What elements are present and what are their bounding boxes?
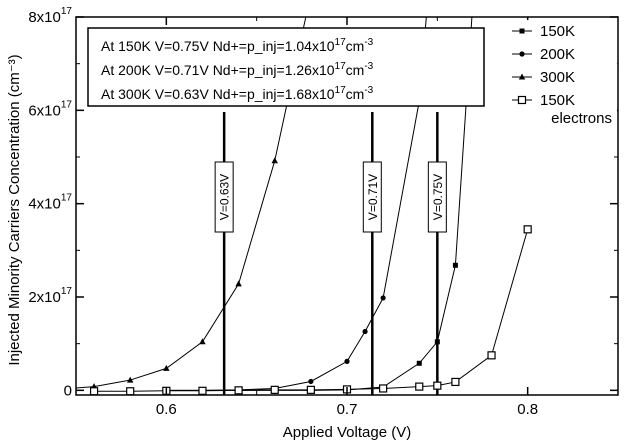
vertical-marker-label: V=0.71V (366, 174, 380, 220)
data-point-triangle (163, 364, 170, 371)
y-tick-label: 8x1017 (28, 6, 72, 26)
data-point-triangle (271, 157, 278, 164)
vertical-marker-label: V=0.75V (431, 174, 445, 220)
vertical-marker-box (427, 161, 447, 233)
data-point-square (416, 360, 422, 366)
data-point-circle (519, 51, 525, 57)
data-point-circle (380, 295, 386, 301)
data-point-open-square (451, 377, 460, 387)
legend-label: 200K (540, 46, 575, 63)
data-point-square (434, 339, 440, 345)
legend-entry: 300K (512, 69, 575, 86)
data-point-square (452, 262, 458, 268)
legend-label: 150K (540, 92, 575, 109)
data-point-circle (308, 378, 314, 385)
x-tick-label: 0.7 (337, 401, 358, 418)
data-point-circle (362, 328, 368, 335)
series-line (94, 229, 529, 392)
vertical-marker-box (214, 161, 234, 233)
data-point-open-square (270, 385, 279, 394)
vertical-marker-box (362, 161, 382, 233)
data-point-open-square (126, 387, 135, 395)
data-point-square (519, 28, 525, 34)
data-point-open-square (198, 386, 207, 395)
data-point-open-square (517, 95, 527, 105)
annotation-line: At 150K V=0.75V Nd+=p_inj=1.04x1017cm-3 (101, 37, 374, 54)
data-point-open-square (306, 385, 315, 394)
data-point-open-square (415, 382, 424, 391)
data-point-circle (344, 358, 350, 364)
y-tick-label: 4x1017 (28, 193, 72, 213)
legend-label-continued: electrons (551, 110, 612, 127)
legend-label: 300K (540, 69, 575, 86)
data-point-triangle (235, 280, 242, 287)
vertical-marker-layer: V=0.63V V=0.71V V=0.75V (214, 112, 447, 395)
vertical-marker-label: V=0.63V (218, 174, 232, 220)
data-point-open-square (234, 386, 243, 395)
legend-entry: 200K (512, 46, 575, 63)
data-point-open-square (487, 351, 496, 360)
legend-label: 150K (540, 23, 575, 40)
series-line (76, 17, 307, 389)
data-point-triangle (127, 376, 134, 383)
series-150k-electrons (89, 225, 532, 395)
annotation-box: At 150K V=0.75V Nd+=p_inj=1.04x1017cm-3 A… (87, 27, 485, 107)
annotation-line: At 300K V=0.63V Nd+=p_inj=1.68x1017cm-3 (101, 85, 374, 102)
y-tick-label: 0 (64, 382, 72, 399)
legend-background (496, 20, 617, 126)
y-tick-label: 2x1017 (28, 286, 72, 306)
data-point-open-square (433, 381, 442, 390)
data-point-open-square (89, 387, 99, 395)
data-point-triangle (55, 386, 61, 392)
annotation-line: At 200K V=0.71V Nd+=p_inj=1.26x1017cm-3 (101, 61, 374, 78)
series-layer (55, 17, 532, 395)
data-point-triangle (199, 338, 206, 345)
x-tick-label: 0.8 (517, 401, 538, 418)
x-tick-label: 0.6 (156, 401, 177, 418)
y-tick-labels: 0 2x1017 4x1017 6x1017 8x1017 (28, 6, 72, 399)
legend-entry: 150K (512, 23, 575, 40)
data-point-open-square (523, 225, 532, 234)
x-axis-title: Applied Voltage (V) (283, 424, 411, 441)
y-axis-title: Injected Minority Carriers Concentration… (6, 54, 23, 365)
annotation-frame (87, 27, 485, 107)
data-point-triangle (518, 73, 526, 80)
data-point-open-square (379, 384, 388, 393)
x-tick-labels: 0.6 0.7 0.8 (156, 401, 538, 418)
y-tick-label: 6x1017 (28, 99, 72, 119)
